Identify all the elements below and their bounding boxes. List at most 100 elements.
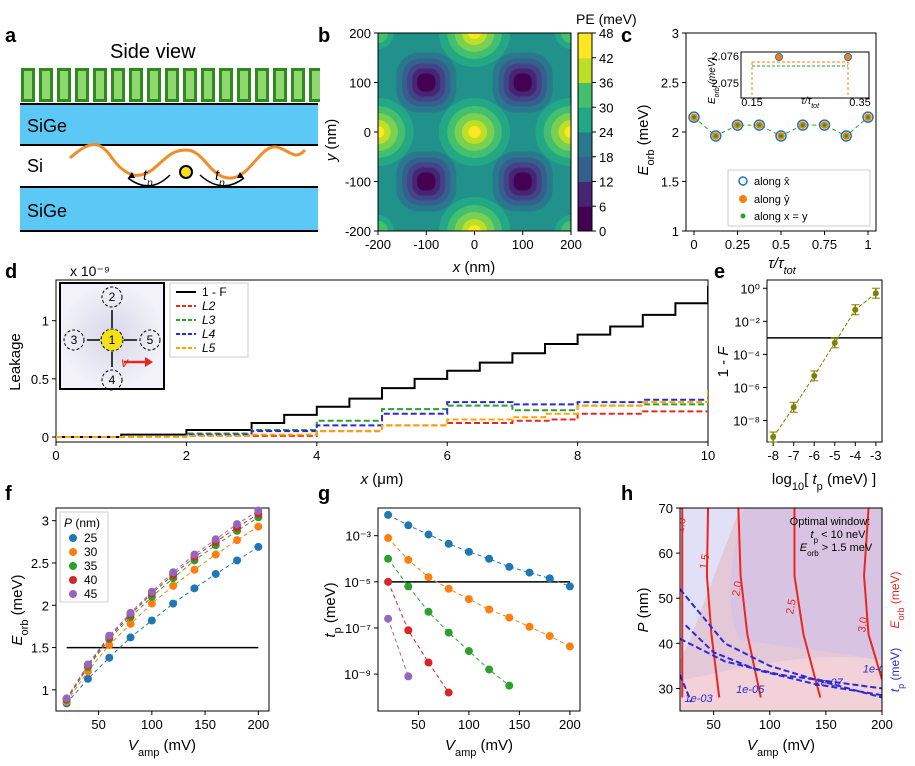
c-point-x <box>731 119 744 131</box>
c-legend <box>727 169 871 227</box>
d-ytick-label: 0.5 <box>31 372 49 387</box>
e-xtick-label: -3 <box>870 448 882 463</box>
b-xlabel: x (nm) <box>452 259 496 276</box>
f-point <box>62 694 71 703</box>
f-xtick-label: 150 <box>194 717 216 732</box>
colorbar-tick-label: 6 <box>599 199 606 214</box>
d-xtick-label: 2 <box>183 448 190 463</box>
e-ytick-label: 10⁰ <box>740 281 760 296</box>
g-point <box>565 582 574 591</box>
g-ytick-label: 10⁻⁷ <box>345 621 371 636</box>
colorbar-tick-label: 36 <box>599 76 613 91</box>
panel-h-chart: 1.0 1.5 2.0 2.5 3.0 1e-03 1e-05 1e-07 1e-09 50 10… <box>659 501 906 732</box>
c-point-diag <box>822 123 827 128</box>
g-xtick-label: 50 <box>411 717 425 732</box>
d-xlabel: x (μm) <box>360 471 404 488</box>
f-legend-label: 45 <box>84 587 98 601</box>
colorbar-tick-label: 12 <box>599 175 613 190</box>
contour-corner <box>561 221 571 231</box>
d-xtick-label: 6 <box>444 448 451 463</box>
g-point <box>545 574 554 583</box>
d-ytick-label: 0 <box>42 430 49 445</box>
c-xtick-label: 0.25 <box>725 237 750 252</box>
h-note-1: Optimal window: <box>790 516 871 528</box>
d-line-L5 <box>56 390 708 438</box>
h-xtick-label: 100 <box>759 717 781 732</box>
g-point <box>404 626 413 635</box>
sige-layer-top <box>20 105 318 144</box>
c-point-diag <box>866 115 870 120</box>
g-point <box>404 582 413 591</box>
colorbar-tick-label: 0 <box>599 224 606 239</box>
f-legend-swatch <box>69 590 77 598</box>
f-ytick-label: 3 <box>42 514 49 529</box>
g-point <box>485 665 494 674</box>
h-eorb-label: 2.5 <box>784 598 798 615</box>
h-region-blue <box>680 508 740 660</box>
panel-letter-d: d <box>5 261 17 283</box>
f-legend-label: 35 <box>84 559 98 573</box>
contour-valley-ring <box>417 172 436 191</box>
h-tp-label: 1e-09 <box>863 664 891 676</box>
inset-xtick: 0.35 <box>849 97 870 109</box>
d-ytick-label: 1 <box>42 314 49 329</box>
f-point <box>105 641 114 650</box>
e-xtick-label: -6 <box>808 448 820 463</box>
g-point <box>384 614 393 623</box>
g-point <box>404 555 413 564</box>
g-point <box>384 510 393 519</box>
c-legend-y: along ŷ <box>754 194 790 206</box>
h-tp-contour <box>680 674 693 703</box>
d-scale-label: x 10⁻⁹ <box>70 263 110 279</box>
d-legend-label: L3 <box>202 313 216 327</box>
h-eorb-label: 3.0 <box>856 616 870 633</box>
g-point <box>464 647 473 656</box>
b-ytick-label: -200 <box>345 224 371 239</box>
f-point <box>190 565 199 574</box>
svg-text:4: 4 <box>109 373 116 387</box>
f-point <box>126 633 135 642</box>
d-xtick-label: 4 <box>313 448 320 463</box>
h-right-label-blue: tp (meV) <box>888 648 906 692</box>
e-ytick-label: 10⁻⁴ <box>733 347 760 362</box>
e-ytick-label: 10⁻⁶ <box>733 380 760 395</box>
svg-text:1: 1 <box>109 333 116 347</box>
h-xtick-label: 200 <box>871 717 893 732</box>
panel-letter-h: h <box>621 483 633 505</box>
tunnel-arrow-right <box>199 174 245 187</box>
b-xtick-label: 200 <box>560 237 582 252</box>
g-point <box>404 521 413 530</box>
e-point <box>831 339 838 346</box>
e-xtick-label: -7 <box>788 448 800 463</box>
h-note-3: Eorb > 1.5 meV <box>800 542 873 558</box>
c-xtick-label: 0.5 <box>772 237 790 252</box>
d-ylabel: Leakage <box>7 333 24 391</box>
h-tp-label: 1e-05 <box>736 684 765 696</box>
f-point <box>169 599 178 608</box>
f-ytick-label: 1.5 <box>31 641 49 656</box>
f-point <box>254 522 263 531</box>
sige-label-top: SiGe <box>27 116 67 136</box>
e-ytick-label: 10⁻⁸ <box>733 414 760 429</box>
f-legend-title: P (nm) <box>64 516 100 530</box>
f-point <box>126 619 135 628</box>
colorbar-segment <box>578 57 592 83</box>
tp-label-left: tp <box>143 167 153 189</box>
f-point <box>211 550 220 559</box>
e-xtick-label: -8 <box>767 448 779 463</box>
c-xtick-label: 0.75 <box>812 237 837 252</box>
f-line-P25 <box>66 546 259 704</box>
colorbar-segment <box>578 156 592 182</box>
d-inset-dots: 1 2 3 4 5 <box>63 286 161 391</box>
f-point <box>254 542 263 551</box>
c-point-diag <box>713 133 718 138</box>
pe-colorbar-label: PE (meV) <box>576 11 637 27</box>
g-xlabel: Vamp (mV) <box>445 737 513 759</box>
colorbar-tick-label: 24 <box>599 125 613 140</box>
g-line-P30 <box>387 537 571 647</box>
g-point <box>505 562 514 571</box>
panel-letter-e: e <box>714 261 725 283</box>
c-point-x <box>797 119 809 131</box>
c-point-diag <box>844 133 849 138</box>
